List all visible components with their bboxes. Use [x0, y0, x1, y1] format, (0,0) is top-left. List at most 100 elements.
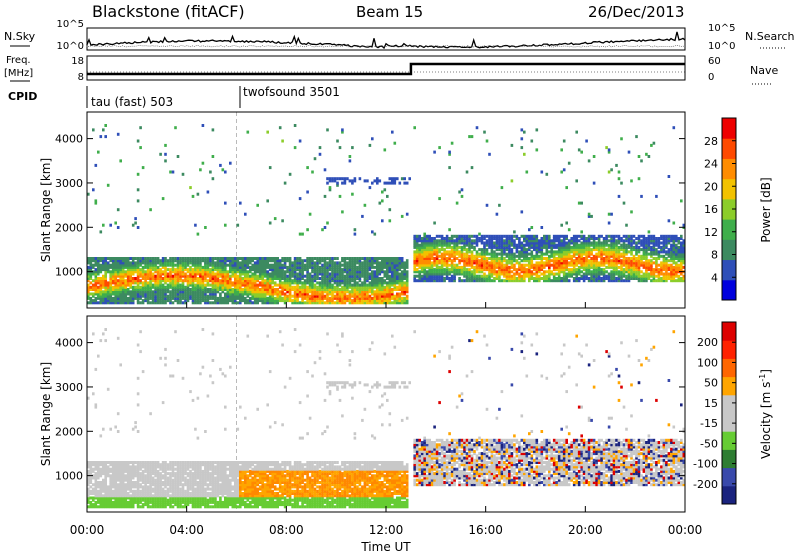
power-cell [503, 248, 506, 252]
power-cell [224, 301, 227, 305]
power-cell [189, 288, 192, 291]
power-cell [393, 268, 397, 272]
power-cell [428, 259, 431, 263]
velocity-cell [114, 481, 117, 484]
power-cell [577, 261, 581, 265]
power-cell [376, 181, 379, 185]
power-cell [169, 281, 172, 285]
power-cell [144, 299, 147, 303]
power-cell [605, 239, 608, 243]
power-cell [455, 248, 459, 252]
power-cell [672, 241, 676, 245]
power-cell [348, 270, 352, 274]
power-cell [219, 283, 222, 287]
velocity-cell [109, 427, 112, 431]
power-cell [480, 261, 484, 265]
power-cell [378, 201, 382, 205]
velocity-cell [94, 478, 98, 482]
power-cell [104, 288, 107, 291]
power-cell [552, 265, 556, 269]
power-cell [630, 237, 633, 240]
power-cell [229, 290, 232, 294]
power-cell [306, 281, 309, 285]
power-cell [612, 252, 616, 256]
power-cell [428, 241, 431, 245]
power-cell [635, 270, 638, 274]
power-cell [111, 290, 115, 294]
power-cell [610, 265, 613, 269]
power-cell [413, 250, 416, 254]
power-cell [301, 285, 304, 289]
power-cell [415, 268, 419, 272]
power-cell [575, 179, 578, 183]
power-cell [490, 248, 494, 252]
power-cell [468, 268, 471, 272]
power-cell [191, 285, 195, 289]
power-cell [181, 259, 185, 263]
power-cell [478, 259, 481, 263]
power-cell [493, 261, 496, 265]
power-cell [189, 296, 192, 300]
power-cell [348, 268, 352, 272]
power-cell [373, 279, 377, 283]
velocity-cell [94, 467, 98, 471]
power-cell [650, 252, 653, 256]
nave-tick-bottom: 0 [708, 72, 714, 83]
power-cell [154, 263, 157, 267]
power-cell [445, 263, 449, 267]
power-cell [550, 248, 553, 252]
power-cell [161, 285, 165, 289]
power-cell [418, 270, 421, 274]
power-cell [655, 279, 658, 283]
power-cell [321, 263, 324, 267]
power-cell [166, 288, 170, 291]
power-cell [430, 241, 434, 245]
power-cell [341, 290, 344, 294]
power-cell [398, 265, 402, 269]
power-cell [313, 301, 317, 305]
power-cell [495, 248, 499, 252]
power-cell [420, 243, 424, 247]
power-cell [348, 179, 352, 183]
power-cell [470, 277, 474, 280]
power-cell [612, 234, 616, 238]
power-cell [308, 294, 312, 298]
power-cell [308, 279, 312, 283]
power-cell [276, 272, 279, 276]
power-cell [241, 281, 245, 285]
power-cell [602, 248, 606, 252]
power-cell [485, 274, 489, 278]
power-cell [493, 252, 496, 256]
power-cell [637, 237, 641, 240]
power-cell [149, 268, 152, 272]
power-cell [154, 296, 157, 300]
power-cell [548, 241, 551, 245]
power-cell [483, 265, 486, 269]
power-cell [520, 270, 524, 274]
power-cell [455, 270, 459, 274]
power-cell [321, 288, 324, 291]
power-cell [610, 248, 613, 252]
power-cell [321, 283, 324, 287]
power-cell [565, 265, 568, 269]
power-cell [610, 261, 613, 265]
power-cell [415, 243, 419, 247]
power-cell [321, 299, 324, 303]
power-cell [555, 279, 558, 283]
power-cell [418, 279, 421, 283]
power-cell [625, 243, 628, 247]
power-cell [119, 257, 122, 260]
power-cell [351, 290, 354, 294]
power-cell [326, 292, 329, 296]
power-cell [318, 294, 322, 298]
power-cell [288, 283, 292, 287]
power-cell [278, 274, 282, 278]
velocity-cell [102, 427, 105, 431]
power-cell [580, 245, 583, 249]
power-cell [577, 245, 581, 249]
power-cell [194, 257, 197, 260]
power-cell [336, 261, 339, 265]
power-cell [423, 243, 426, 247]
power-cell [520, 137, 524, 141]
power-cell [268, 257, 272, 260]
